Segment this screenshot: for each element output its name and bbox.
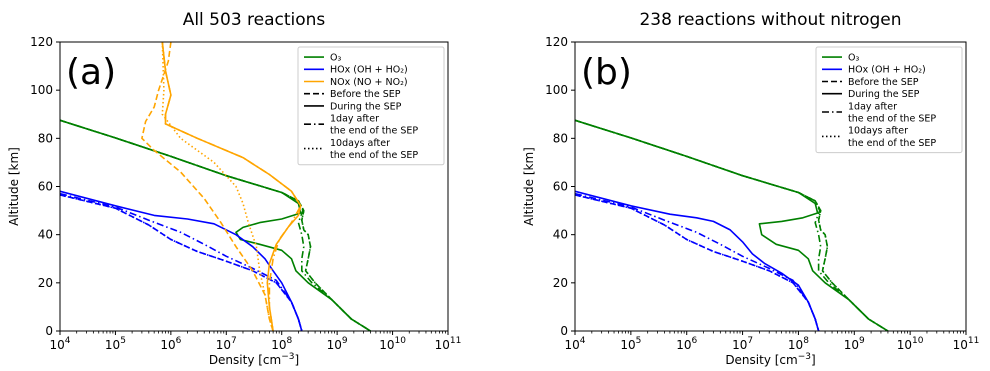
series-hox-10days <box>60 194 303 331</box>
y-tick-label: 20 <box>553 276 568 290</box>
y-axis-label: Altitude [km] <box>7 147 21 226</box>
y-tick-label: 60 <box>553 180 568 194</box>
x-tick-label: 1011 <box>435 336 462 352</box>
legend-frame <box>297 46 445 166</box>
x-tick-label: 104 <box>49 336 70 352</box>
chart-title: All 503 reactions <box>183 10 326 30</box>
y-tick-label: 80 <box>38 131 53 145</box>
series-hox-during <box>575 190 820 331</box>
series-nox-10days <box>161 42 274 331</box>
series-hox-1day <box>60 192 303 331</box>
y-tick-label: 60 <box>38 180 53 194</box>
x-tick-label: 1010 <box>897 336 924 352</box>
panel-label: (a) <box>66 52 116 93</box>
y-axis-label: Altitude [km] <box>522 147 536 226</box>
x-tick-label: 108 <box>788 336 809 352</box>
y-tick-label: 20 <box>38 276 53 290</box>
y-tick-label: 100 <box>30 83 53 97</box>
x-tick-label: 105 <box>105 336 126 352</box>
x-tick-label: 107 <box>216 336 237 352</box>
x-tick-label: 107 <box>732 336 753 352</box>
x-tick-label: 108 <box>271 336 292 352</box>
x-tick-label: 109 <box>844 336 865 352</box>
legend-entry: During the SEP <box>330 101 402 112</box>
y-tick-label: 80 <box>553 131 568 145</box>
chart-title: 238 reactions without nitrogen <box>639 10 901 30</box>
legend-entry: 1day after the end of the SEP <box>848 101 936 124</box>
series-o3-10days <box>575 119 889 331</box>
legend-entry: NOx (NO + NO₂) <box>330 77 408 88</box>
series-hox-before <box>60 194 303 331</box>
series-o3-10days <box>60 119 371 331</box>
legend-entry: HOx (OH + HO₂) <box>848 65 926 76</box>
y-tick-label: 40 <box>38 228 53 242</box>
series-hox-during <box>60 190 303 331</box>
y-tick-label: 120 <box>30 35 53 49</box>
series-nox-1day <box>161 42 302 331</box>
x-tick-label: 106 <box>160 336 181 352</box>
panel-label: (b) <box>581 52 632 93</box>
legend-entry: During the SEP <box>848 89 920 100</box>
legend-entry: O₃ <box>330 53 341 64</box>
series-group <box>60 42 371 331</box>
legend-entry: Before the SEP <box>848 77 919 88</box>
y-tick-label: 0 <box>45 324 53 338</box>
series-group <box>575 119 889 331</box>
legend-entry: Before the SEP <box>330 89 401 100</box>
y-tick-label: 120 <box>545 35 568 49</box>
x-tick-label: 106 <box>676 336 697 352</box>
chart-panel-a: All 503 reactions 104 105 106 107 108 109 1010 1… <box>7 10 461 367</box>
y-tick-label: 100 <box>545 83 568 97</box>
y-tick-label: 0 <box>560 324 568 338</box>
legend-entry: 10days after the end of the SEP <box>848 126 936 149</box>
x-tick-label: 109 <box>327 336 348 352</box>
series-hox-1day <box>575 192 820 331</box>
series-o3-1day <box>60 119 371 331</box>
x-tick-label: 1011 <box>953 336 980 352</box>
series-o3-1day <box>575 119 889 331</box>
legend-entry: O₃ <box>848 53 859 64</box>
chart-panel-b: 238 reactions without nitrogen 104 105 106 1… <box>522 10 979 367</box>
series-nox-before <box>141 42 274 331</box>
x-axis-label: Density [cm−3] <box>725 352 815 367</box>
series-hox-before <box>575 194 820 331</box>
legend-entry: 10days after the end of the SEP <box>330 138 418 161</box>
legend-frame <box>815 46 963 154</box>
series-nox-during <box>161 42 302 331</box>
y-tick-label: 40 <box>553 228 568 242</box>
x-tick-label: 1010 <box>379 336 406 352</box>
legend-entry: 1day after the end of the SEP <box>330 114 418 137</box>
x-tick-label: 105 <box>620 336 641 352</box>
x-tick-label: 104 <box>564 336 585 352</box>
series-hox-10days <box>575 194 820 331</box>
legend-entry: HOx (OH + HO₂) <box>330 65 408 76</box>
x-axis-label: Density [cm−3] <box>209 352 299 367</box>
